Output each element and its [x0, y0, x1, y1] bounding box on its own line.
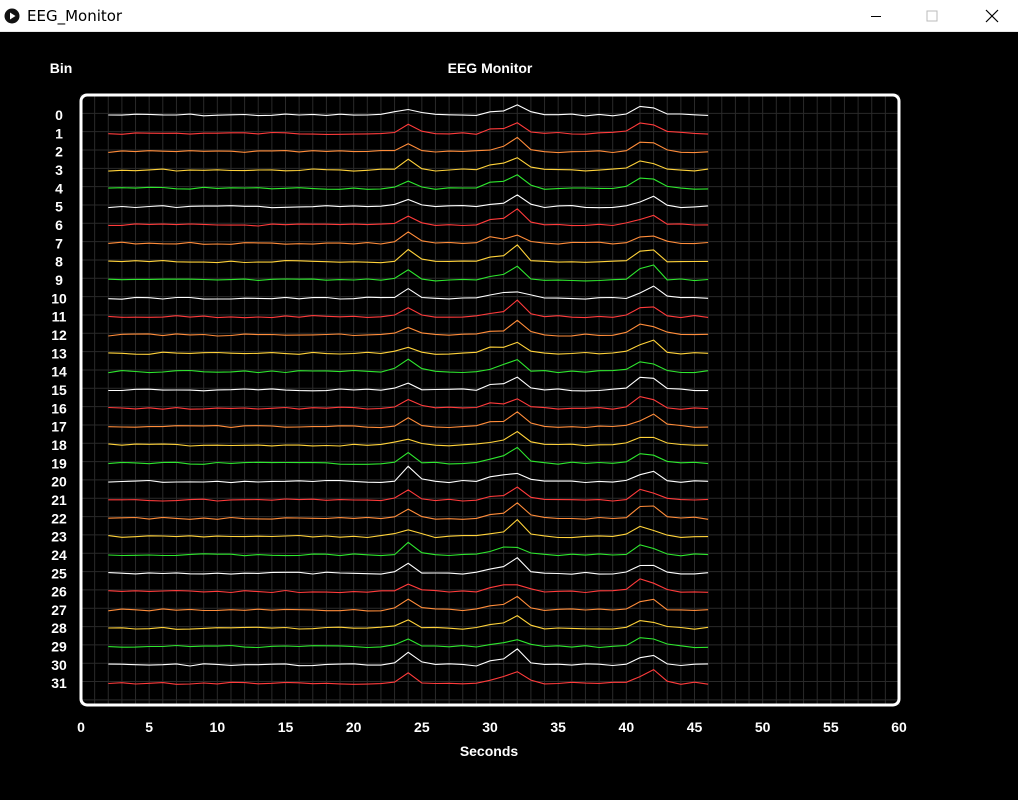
y-tick-label: 15: [51, 382, 67, 398]
y-tick-label: 24: [51, 547, 67, 563]
y-tick-label: 21: [51, 492, 67, 508]
window-titlebar: EEG_Monitor: [0, 0, 1018, 32]
eeg-trace-bin-18: [108, 430, 709, 447]
y-tick-label: 22: [51, 510, 67, 526]
eeg-trace-bin-5: [108, 194, 709, 209]
y-tick-label: 27: [51, 602, 67, 618]
eeg-trace-bin-9: [108, 264, 709, 282]
eeg-trace-bin-8: [108, 244, 709, 264]
eeg-trace-bin-4: [108, 174, 709, 190]
y-tick-label: 1: [55, 125, 63, 141]
eeg-trace-bin-21: [108, 486, 709, 502]
eeg-trace-bin-17: [108, 411, 709, 429]
eeg-trace-bin-24: [108, 541, 709, 557]
y-tick-label: 4: [55, 180, 63, 196]
x-tick-label: 40: [619, 719, 635, 735]
eeg-trace-bin-30: [108, 648, 709, 667]
y-tick-label: 20: [51, 474, 67, 490]
eeg-trace-bin-0: [108, 104, 709, 117]
eeg-trace-bin-29: [108, 637, 709, 649]
y-tick-label: 26: [51, 584, 67, 600]
close-icon: [985, 9, 999, 23]
eeg-trace-bin-1: [108, 122, 709, 135]
eeg-trace-bin-23: [108, 518, 709, 539]
eeg-trace-bin-22: [108, 502, 709, 520]
y-tick-label: 19: [51, 455, 67, 471]
y-axis-label: Bin: [50, 60, 73, 76]
chart-traces: [108, 104, 709, 685]
x-tick-label: 35: [550, 719, 566, 735]
eeg-trace-bin-26: [108, 578, 709, 594]
x-tick-label: 45: [687, 719, 703, 735]
y-tick-label: 12: [51, 327, 67, 343]
y-tick-label: 28: [51, 620, 67, 636]
x-tick-label: 25: [414, 719, 430, 735]
plot-frame: [79, 93, 901, 707]
x-tick-label: 30: [482, 719, 498, 735]
y-tick-label: 18: [51, 437, 67, 453]
eeg-trace-bin-10: [108, 285, 709, 300]
minimize-icon: [871, 16, 881, 17]
eeg-canvas: EEG Monitor Bin Seconds 0 1 2 3 4 5 6 7 8 9 10 11 12…: [0, 32, 1018, 800]
eeg-trace-bin-25: [108, 556, 709, 575]
eeg-trace-bin-16: [108, 396, 709, 410]
eeg-trace-bin-7: [108, 231, 709, 245]
play-circle-icon: [4, 8, 20, 24]
x-tick-label: 20: [346, 719, 362, 735]
y-tick-label: 10: [51, 290, 67, 306]
eeg-trace-bin-20: [108, 465, 709, 484]
y-tick-label: 3: [55, 162, 63, 178]
y-tick-label: 8: [55, 254, 63, 270]
y-tick-label: 6: [55, 217, 63, 233]
x-tick-label: 55: [823, 719, 839, 735]
eeg-trace-bin-2: [108, 136, 709, 154]
y-tick-label: 11: [52, 309, 67, 325]
eeg-trace-bin-11: [108, 299, 709, 319]
eeg-trace-bin-28: [108, 615, 709, 630]
maximize-button[interactable]: [909, 0, 955, 32]
y-tick-label: 17: [51, 419, 67, 435]
eeg-trace-bin-3: [108, 157, 709, 172]
eeg-trace-bin-27: [108, 595, 709, 612]
close-button[interactable]: [969, 0, 1015, 32]
y-tick-label: 0: [55, 107, 63, 123]
x-tick-label: 10: [210, 719, 226, 735]
eeg-trace-bin-31: [108, 668, 709, 685]
y-tick-label: 14: [51, 364, 67, 380]
y-tick-label: 2: [55, 144, 63, 160]
x-axis-label: Seconds: [460, 743, 519, 759]
y-tick-label: 5: [55, 199, 63, 215]
eeg-chart: EEG Monitor Bin Seconds 0123456789101112…: [50, 60, 907, 759]
eeg-trace-bin-15: [108, 376, 709, 392]
y-tick-label: 16: [51, 400, 67, 416]
y-tick-labels: 0123456789101112131415161718192021222324…: [51, 107, 67, 691]
y-tick-label: 29: [51, 639, 67, 655]
x-tick-labels: 0 5 10 15 20 25 30 35 40 45 50 55 60: [77, 719, 907, 735]
y-tick-label: 7: [55, 235, 63, 251]
eeg-trace-bin-19: [108, 446, 709, 465]
chart-title: EEG Monitor: [448, 60, 533, 76]
y-tick-label: 23: [51, 529, 67, 545]
x-tick-label: 50: [755, 719, 771, 735]
y-tick-label: 30: [51, 657, 67, 673]
eeg-trace-bin-6: [108, 208, 709, 227]
y-tick-label: 25: [51, 565, 67, 581]
minimize-button[interactable]: [853, 0, 899, 32]
eeg-trace-bin-12: [108, 319, 709, 337]
x-tick-label: 0: [77, 719, 85, 735]
y-tick-label: 9: [55, 272, 63, 288]
eeg-trace-bin-13: [108, 339, 709, 355]
maximize-icon: [926, 10, 938, 22]
y-tick-label: 31: [51, 675, 67, 691]
x-tick-label: 15: [278, 719, 294, 735]
x-tick-label: 5: [145, 719, 153, 735]
window-title: EEG_Monitor: [27, 7, 123, 25]
y-tick-label: 13: [51, 345, 67, 361]
chart-grid: [80, 94, 900, 705]
x-tick-label: 60: [891, 719, 907, 735]
eeg-trace-bin-14: [108, 358, 709, 374]
